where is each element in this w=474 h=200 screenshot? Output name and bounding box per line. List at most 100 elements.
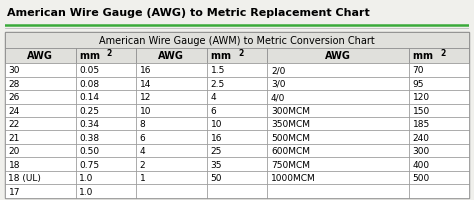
Text: 1.0: 1.0 <box>79 187 94 196</box>
Text: 4: 4 <box>210 93 216 102</box>
Bar <box>75 185 136 198</box>
Bar <box>267 91 409 104</box>
Bar <box>207 91 267 104</box>
Text: 500MCM: 500MCM <box>271 133 310 142</box>
Bar <box>267 171 409 185</box>
Bar <box>75 104 136 117</box>
Text: 35: 35 <box>210 160 222 169</box>
Text: 0.34: 0.34 <box>79 120 100 129</box>
Bar <box>75 144 136 158</box>
Bar <box>267 144 409 158</box>
Text: 1: 1 <box>140 173 146 182</box>
Bar <box>409 117 469 131</box>
Text: 150: 150 <box>412 106 430 115</box>
Bar <box>136 185 207 198</box>
Text: 24: 24 <box>9 106 20 115</box>
Bar <box>267 131 409 144</box>
Text: 0.05: 0.05 <box>79 66 100 75</box>
Bar <box>207 185 267 198</box>
Text: 350MCM: 350MCM <box>271 120 310 129</box>
Bar <box>5 131 75 144</box>
Bar <box>136 91 207 104</box>
Bar <box>409 185 469 198</box>
Text: 1000MCM: 1000MCM <box>271 173 316 182</box>
Text: 750MCM: 750MCM <box>271 160 310 169</box>
Text: 4: 4 <box>140 147 146 155</box>
Text: 70: 70 <box>412 66 424 75</box>
Bar <box>136 171 207 185</box>
Bar <box>5 33 469 48</box>
Text: 12: 12 <box>140 93 151 102</box>
Text: 2/0: 2/0 <box>271 66 285 75</box>
Text: 25: 25 <box>210 147 222 155</box>
Bar <box>5 64 75 77</box>
Bar <box>75 171 136 185</box>
Bar <box>207 77 267 91</box>
Bar <box>5 104 75 117</box>
Text: 21: 21 <box>9 133 20 142</box>
Bar <box>75 131 136 144</box>
Bar <box>5 117 75 131</box>
Bar <box>409 131 469 144</box>
Bar <box>207 64 267 77</box>
Text: AWG: AWG <box>325 51 351 61</box>
Bar <box>5 144 75 158</box>
Text: mm: mm <box>211 51 235 61</box>
Text: 300: 300 <box>412 147 430 155</box>
Text: 2: 2 <box>238 49 243 58</box>
Bar <box>207 104 267 117</box>
Text: 50: 50 <box>210 173 222 182</box>
Bar <box>409 104 469 117</box>
Bar <box>75 48 136 64</box>
Text: 400: 400 <box>412 160 430 169</box>
Text: AWG: AWG <box>27 51 53 61</box>
Text: 0.75: 0.75 <box>79 160 100 169</box>
Text: 18 (UL): 18 (UL) <box>9 173 41 182</box>
Bar <box>136 144 207 158</box>
Bar <box>136 158 207 171</box>
Bar <box>207 144 267 158</box>
Bar <box>136 131 207 144</box>
Bar <box>5 77 75 91</box>
Text: 3/0: 3/0 <box>271 79 285 88</box>
Text: 10: 10 <box>140 106 151 115</box>
Bar <box>75 158 136 171</box>
Bar <box>267 48 409 64</box>
Text: 30: 30 <box>9 66 20 75</box>
Bar <box>409 171 469 185</box>
Bar <box>5 158 75 171</box>
Text: 120: 120 <box>412 93 430 102</box>
Bar <box>207 158 267 171</box>
Text: 14: 14 <box>140 79 151 88</box>
Bar <box>5 185 75 198</box>
Text: 0.08: 0.08 <box>79 79 100 88</box>
Text: 500: 500 <box>412 173 430 182</box>
Text: 26: 26 <box>9 93 20 102</box>
Bar <box>75 117 136 131</box>
Bar <box>136 104 207 117</box>
Bar <box>75 77 136 91</box>
Text: 185: 185 <box>412 120 430 129</box>
Bar <box>207 48 267 64</box>
Text: 18: 18 <box>9 160 20 169</box>
Bar <box>267 77 409 91</box>
Bar <box>409 91 469 104</box>
Text: 10: 10 <box>210 120 222 129</box>
Bar <box>267 158 409 171</box>
Text: 6: 6 <box>140 133 146 142</box>
Text: 95: 95 <box>412 79 424 88</box>
Bar <box>75 91 136 104</box>
Text: 240: 240 <box>412 133 429 142</box>
Text: 2: 2 <box>107 49 112 58</box>
Text: 0.50: 0.50 <box>79 147 100 155</box>
Text: 6: 6 <box>210 106 216 115</box>
Bar <box>207 117 267 131</box>
Text: 28: 28 <box>9 79 20 88</box>
Text: 0.25: 0.25 <box>79 106 100 115</box>
Bar <box>409 144 469 158</box>
Text: 22: 22 <box>9 120 20 129</box>
Text: 2: 2 <box>140 160 146 169</box>
Text: 2.5: 2.5 <box>210 79 225 88</box>
Text: American Wire Gauge (AWM) to Metric Conversion Chart: American Wire Gauge (AWM) to Metric Conv… <box>99 36 375 46</box>
Bar <box>136 48 207 64</box>
